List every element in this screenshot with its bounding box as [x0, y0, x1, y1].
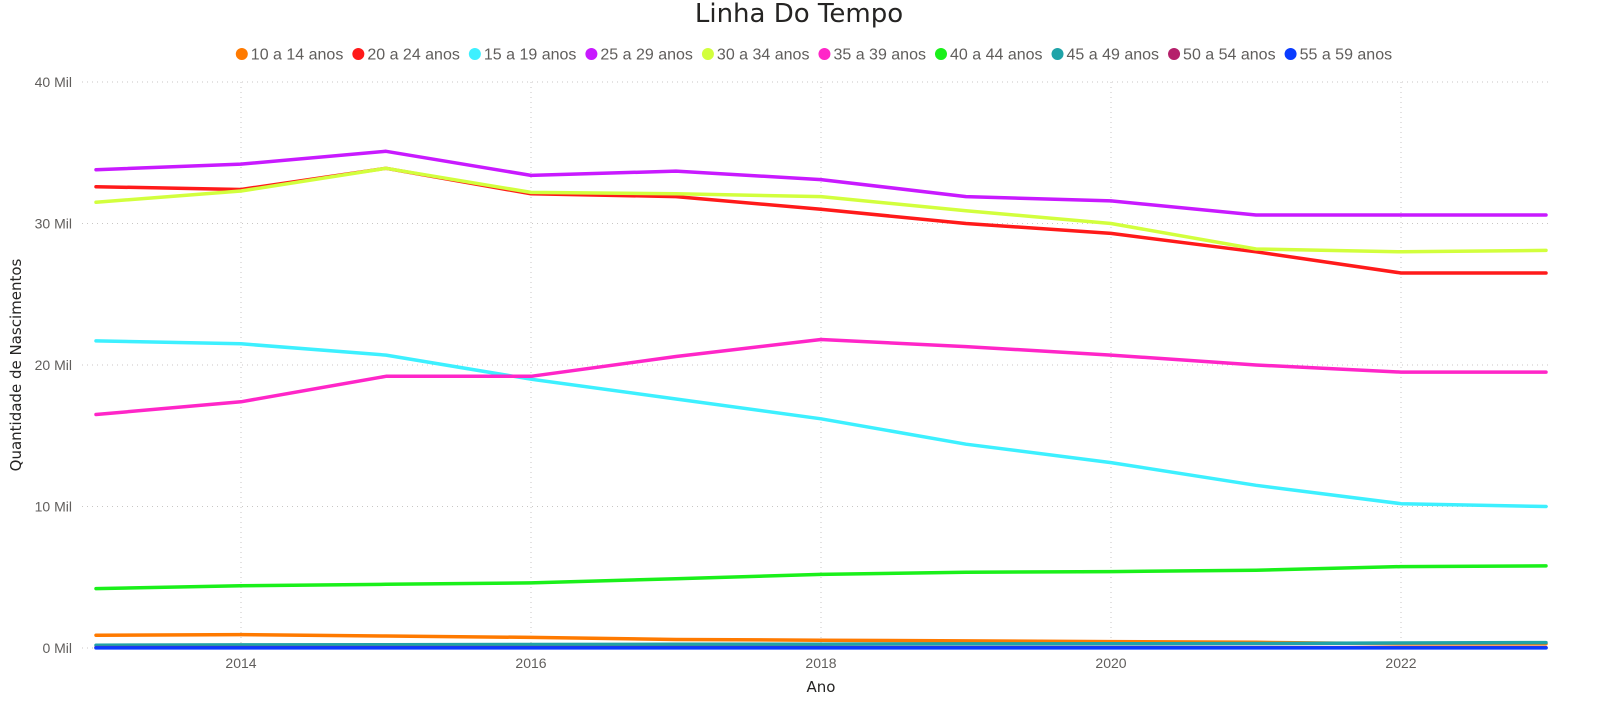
legend-marker — [468, 48, 481, 60]
legend-marker — [934, 48, 947, 60]
x-axis: 2014 2016 2018 2020 2022 — [225, 655, 1416, 671]
x-tick-label: 2022 — [1385, 655, 1416, 671]
y-tick-label: 30 Mil — [35, 216, 72, 232]
x-axis-title: Ano — [807, 678, 836, 696]
legend-label: 55 a 59 anos — [1300, 47, 1393, 64]
legend-label: 20 a 24 anos — [367, 47, 460, 64]
series-line-30-a-34-anos — [94, 166, 1548, 254]
legend-marker — [1284, 48, 1297, 60]
series-line-15-a-19-anos — [94, 339, 1548, 509]
legend-marker — [701, 48, 714, 60]
legend-item[interactable]: 30 a 34 anos — [701, 47, 810, 64]
legend-item[interactable]: 35 a 39 anos — [818, 47, 926, 64]
x-tick-label: 2014 — [225, 655, 256, 671]
legend-marker — [818, 48, 831, 60]
legend-marker — [235, 48, 248, 60]
legend-label: 50 a 54 anos — [1183, 47, 1276, 64]
legend-item[interactable]: 50 a 54 anos — [1168, 47, 1276, 64]
series-line-45-a-49-anos — [94, 640, 1548, 647]
legend-marker — [352, 48, 365, 60]
y-tick-label: 40 Mil — [35, 74, 72, 90]
series-line-25-a-29-anos — [94, 149, 1548, 217]
legend: 10 a 14 anos 20 a 24 anos 15 a 19 anos 25 a… — [235, 47, 1393, 64]
legend-item[interactable]: 25 a 29 anos — [585, 47, 693, 64]
legend-label: 35 a 39 anos — [833, 47, 926, 64]
legend-marker — [585, 48, 598, 60]
x-tick-label: 2016 — [515, 655, 546, 671]
legend-marker — [1051, 48, 1064, 60]
y-tick-label: 20 Mil — [35, 357, 72, 373]
legend-item[interactable]: 40 a 44 anos — [934, 47, 1043, 64]
y-tick-label: 0 Mil — [42, 640, 72, 656]
legend-label: 10 a 14 anos — [251, 47, 344, 64]
x-tick-label: 2020 — [1095, 655, 1126, 671]
series-lines — [94, 149, 1548, 650]
legend-marker — [1168, 48, 1181, 60]
legend-item[interactable]: 15 a 19 anos — [468, 47, 577, 64]
legend-label: 15 a 19 anos — [484, 47, 577, 64]
legend-item[interactable]: 20 a 24 anos — [352, 47, 460, 64]
legend-label: 45 a 49 anos — [1067, 47, 1160, 64]
legend-item[interactable]: 45 a 49 anos — [1051, 47, 1160, 64]
legend-label: 30 a 34 anos — [717, 47, 810, 64]
legend-item[interactable]: 10 a 14 anos — [235, 47, 344, 64]
chart-title: Linha Do Tempo — [695, 0, 903, 29]
legend-label: 25 a 29 anos — [600, 47, 693, 64]
x-tick-label: 2018 — [805, 655, 836, 671]
series-line-35-a-39-anos — [94, 337, 1548, 417]
legend-item[interactable]: 55 a 59 anos — [1284, 47, 1393, 64]
y-tick-label: 10 Mil — [35, 499, 72, 515]
legend-label: 40 a 44 anos — [950, 47, 1043, 64]
y-axis: 0 Mil 10 Mil 20 Mil 30 Mil 40 Mil — [35, 74, 72, 656]
series-line-40-a-44-anos — [94, 564, 1548, 591]
gridlines — [82, 81, 1552, 649]
y-axis-title: Quantidade de Nascimentos — [7, 258, 25, 471]
